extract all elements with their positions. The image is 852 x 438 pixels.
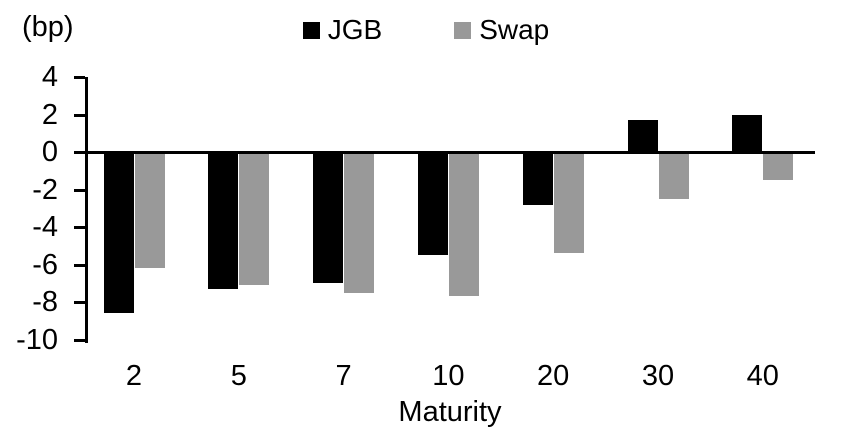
y-axis-line [85,77,88,343]
legend-swatch-jgb-icon [302,21,320,39]
legend-swatch-swap-icon [454,21,472,39]
x-axis-label: 7 [335,360,352,392]
bar-swap-10 [448,152,479,297]
x-axis-label: 10 [432,360,465,392]
x-axis-title: Maturity [398,396,502,428]
x-axis-label: 20 [537,360,570,392]
bar-swap-5 [239,152,270,286]
y-axis-tick-label: 0 [41,136,58,168]
y-axis-tick [74,113,85,117]
bar-jgb-20 [522,152,553,205]
y-axis-tick [74,151,85,154]
legend-item-swap: Swap [454,13,549,47]
bar-swap-30 [658,152,689,199]
bar-jgb-10 [417,152,448,256]
y-axis-tick-label: 2 [41,98,58,131]
y-axis-tick-label: -4 [32,211,58,243]
y-axis-tick [74,226,85,229]
y-axis-tick-label: -8 [32,286,58,318]
bar-jgb-30 [627,120,658,152]
x-axis-label: 30 [641,360,675,392]
legend: JGB Swap [0,13,852,47]
bar-jgb-5 [208,152,239,289]
bar-swap-20 [553,152,584,254]
x-axis-label: 40 [746,360,779,392]
y-axis-tick-label: -10 [16,323,58,356]
y-axis-tick-label: 4 [41,61,58,93]
bar-swap-2 [134,152,165,269]
x-axis-label: 5 [230,360,247,392]
y-axis-tick [74,338,85,342]
y-axis-tick [74,76,85,79]
legend-item-jgb: JGB [302,13,383,47]
zero-line [85,151,815,154]
bar-jgb-2 [103,152,134,314]
bar-jgb-40 [732,114,763,152]
legend-label: JGB [327,14,383,45]
y-axis-tick [74,301,85,304]
y-axis-unit-label: (bp) [22,11,74,43]
y-axis-tick [74,263,85,267]
y-axis-tick-label: -2 [32,173,58,206]
x-axis-label: 2 [125,360,143,392]
bar-swap-40 [763,152,794,181]
bar-jgb-7 [313,152,344,284]
bar-swap-7 [344,152,375,293]
y-axis-tick-label: -6 [32,248,58,281]
legend-label: Swap [479,14,550,45]
y-axis-tick [74,188,85,192]
